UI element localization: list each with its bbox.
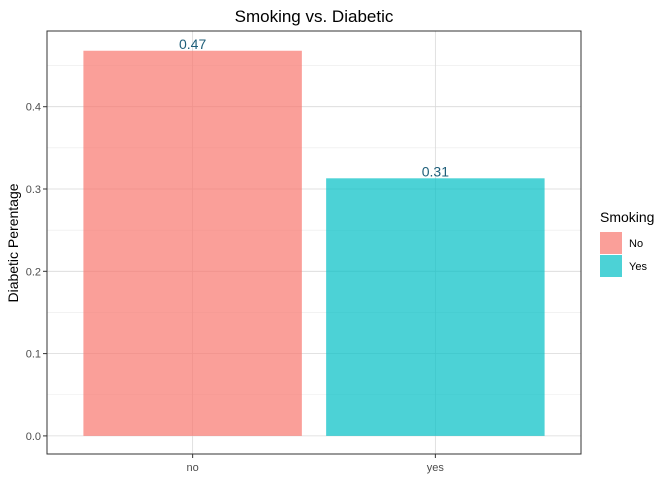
y-axis-label: Diabetic Perentage	[5, 183, 21, 302]
legend-label-yes: Yes	[629, 261, 647, 273]
legend-label-no: No	[629, 238, 643, 250]
value-labels: 0.47 0.31	[179, 36, 449, 180]
legend-key-yes	[600, 255, 622, 277]
x-axis-ticks: no yes	[187, 454, 445, 474]
chart-title: Smoking vs. Diabetic	[235, 7, 394, 26]
legend-key-no	[600, 232, 622, 254]
y-tick-label: 0.3	[26, 184, 41, 196]
plot-panel-border	[46, 30, 582, 455]
bars	[83, 50, 545, 436]
value-label-no: 0.47	[179, 36, 206, 52]
y-tick-label: 0.2	[26, 266, 41, 278]
value-label-yes: 0.31	[422, 163, 449, 179]
y-axis-ticks: 0.0 0.1 0.2 0.3 0.4	[26, 102, 47, 443]
legend-title: Smoking	[600, 209, 654, 225]
bar-yes	[326, 178, 545, 436]
bar-no	[83, 50, 302, 436]
legend: Smoking No Yes	[600, 209, 654, 277]
y-tick-label: 0.4	[26, 102, 41, 114]
x-tick-label-yes: yes	[427, 462, 445, 474]
y-tick-label: 0.0	[26, 431, 41, 443]
x-tick-label-no: no	[187, 462, 199, 474]
y-tick-label: 0.1	[26, 349, 41, 361]
